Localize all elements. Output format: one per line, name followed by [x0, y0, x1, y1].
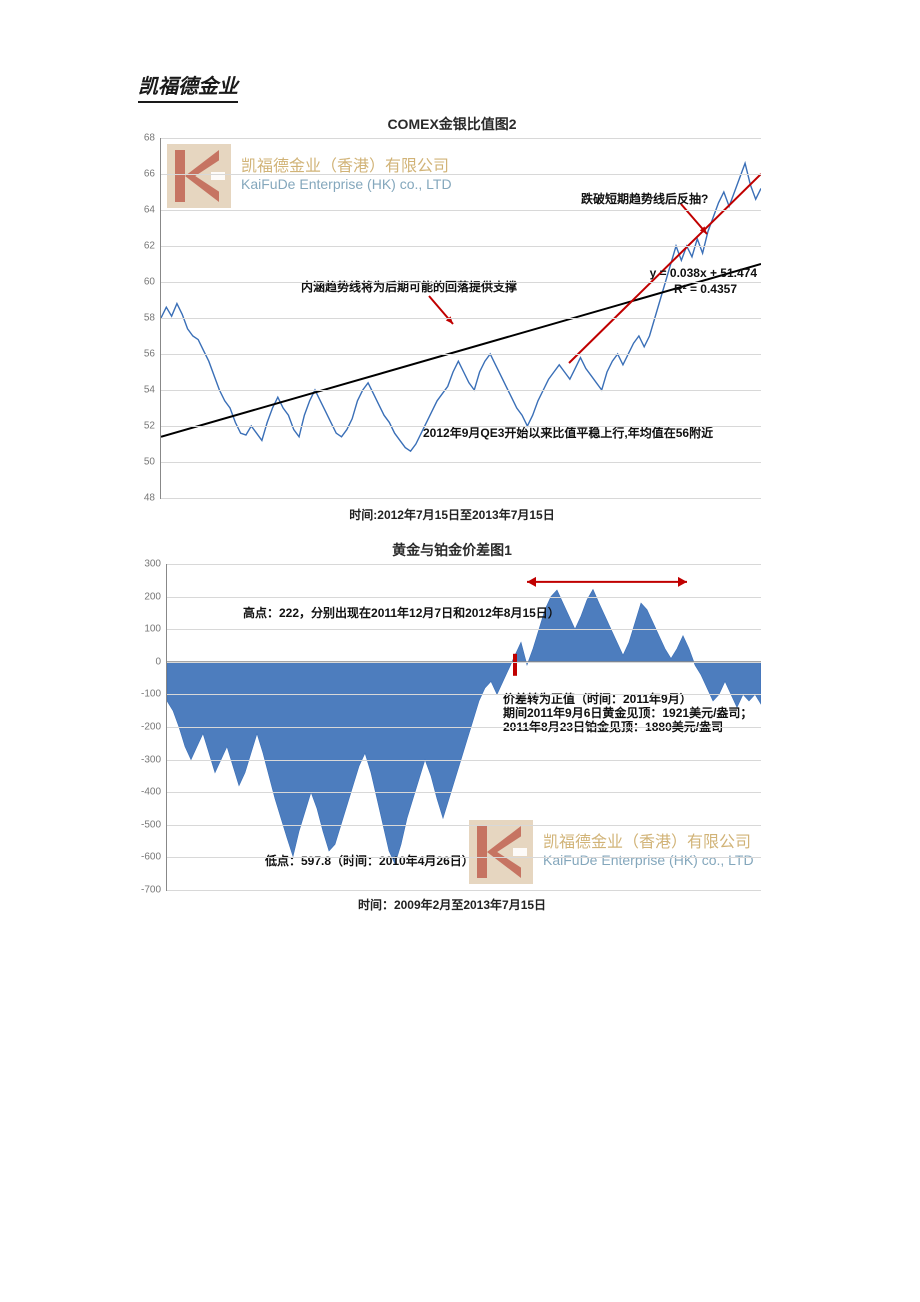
chart2-title: 黄金与铂金价差图1 [392, 540, 512, 560]
chart-gold-platinum-spread: 黄金与铂金价差图1 高点：222，分别出现在2011年12月7日和2012年8月… [132, 540, 772, 920]
chart2-plot: 高点：222，分别出现在2011年12月7日和2012年8月15日） 价差转为正… [166, 564, 761, 891]
chart1-ann-support: 内涵趋势线将为后期可能的回落提供支撑 [301, 278, 517, 295]
watermark-logo [469, 820, 533, 884]
chart1-plot: 凯福德金业（香港）有限公司 KaiFuDe Enterprise (HK) co… [160, 138, 761, 499]
doc-title: 凯福德金业 [138, 70, 238, 103]
chart1-title: COMEX金银比值图2 [387, 114, 516, 134]
watermark-line2: KaiFuDe Enterprise (HK) co., LTD [543, 852, 754, 868]
chart1-regression-r2: R² = 0.4357 [674, 282, 737, 296]
chart1-regression-eq: y = 0.038x + 51.474 [650, 266, 757, 280]
chart2-xlabel: 时间：2009年2月至2013年7月15日 [358, 896, 546, 913]
chart2-ann-low: 低点：597.8（时间：2010年4月26日） [265, 852, 474, 869]
chart1-ann-rebound: 跌破短期趋势线后反抽? [581, 190, 708, 207]
watermark-line1: 凯福德金业（香港）有限公司 [543, 828, 751, 852]
chart1-xlabel: 时间:2012年7月15日至2013年7月15日 [349, 506, 554, 523]
chart-comex-ratio: COMEX金银比值图2 凯福德金业（香港）有限公司 KaiFuDe Enterp… [132, 110, 772, 530]
chart2-ann-high: 高点：222，分别出现在2011年12月7日和2012年8月15日） [243, 604, 560, 621]
